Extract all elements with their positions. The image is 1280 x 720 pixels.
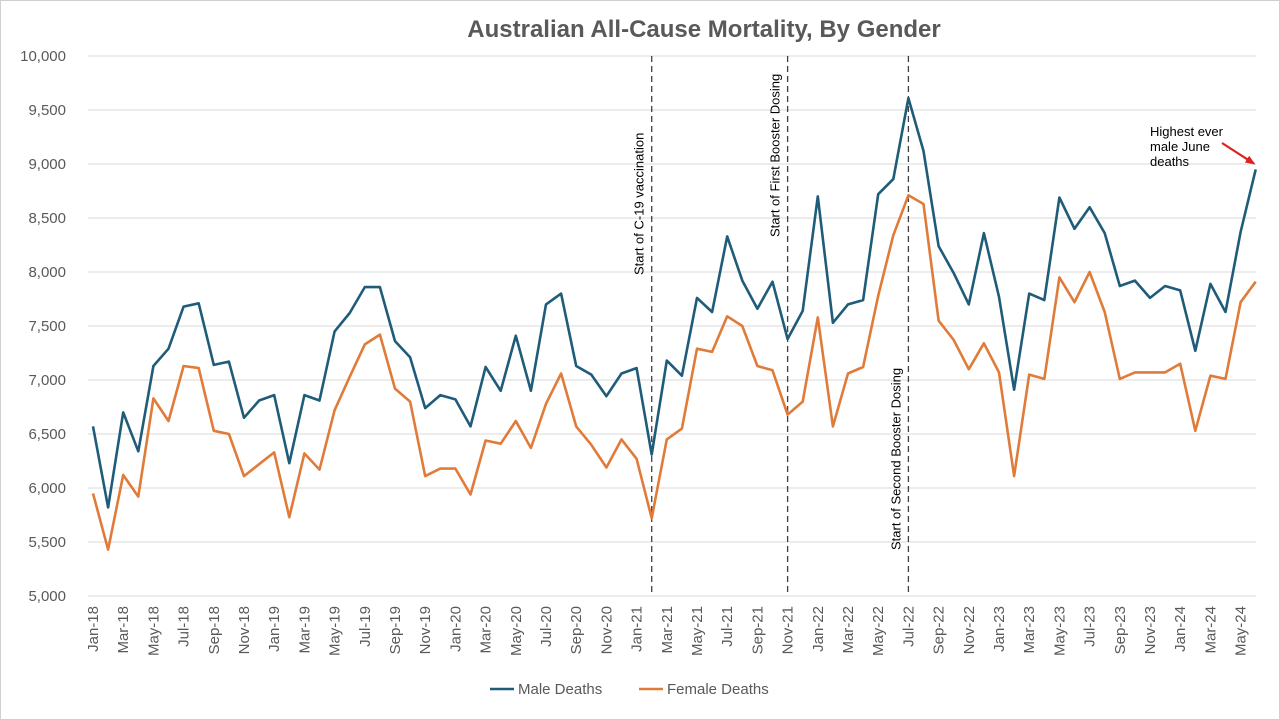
x-tick-label: Jan-23 xyxy=(991,606,1008,652)
x-tick-label: Jan-19 xyxy=(266,606,283,652)
x-tick-label: Jan-24 xyxy=(1172,606,1189,652)
y-tick-label: 9,000 xyxy=(28,156,66,173)
x-tick-label: Nov-18 xyxy=(236,606,253,654)
y-axis: 5,000 5,500 6,000 6,500 7,000 7,500 8,000 8,500… xyxy=(20,48,66,605)
chart-title: Australian All-Cause Mortality, By Gende… xyxy=(467,16,940,43)
x-tick-label: May-24 xyxy=(1233,606,1250,656)
legend-label: Female Deaths xyxy=(667,681,769,698)
x-tick-label: Jul-21 xyxy=(719,606,736,647)
x-tick-label: Jul-20 xyxy=(538,606,555,647)
x-tick-label: Mar-21 xyxy=(659,606,676,654)
callout-text: Highest ever xyxy=(1150,124,1224,139)
x-tick-label: Mar-20 xyxy=(478,606,495,654)
x-tick-label: May-20 xyxy=(508,606,525,656)
x-tick-label: Sep-23 xyxy=(1112,606,1129,654)
y-tick-label: 10,000 xyxy=(20,48,66,65)
x-tick-label: May-23 xyxy=(1051,606,1068,656)
x-tick-label: Jul-19 xyxy=(357,606,374,647)
x-tick-label: May-19 xyxy=(327,606,344,656)
legend: Male Deaths Female Deaths xyxy=(490,681,769,698)
gridlines xyxy=(88,55,1256,597)
x-tick-label: May-18 xyxy=(145,606,162,656)
x-tick-label: Mar-24 xyxy=(1202,606,1219,654)
y-tick-label: 9,500 xyxy=(28,102,66,119)
y-tick-label: 6,000 xyxy=(28,480,66,497)
x-tick-label: Nov-23 xyxy=(1142,606,1159,654)
x-tick-label: Sep-22 xyxy=(931,606,948,654)
x-tick-label: Sep-20 xyxy=(568,606,585,654)
x-tick-label: Sep-18 xyxy=(206,606,223,654)
x-tick-label: Nov-20 xyxy=(598,606,615,654)
x-tick-label: Jul-23 xyxy=(1082,606,1099,647)
y-tick-label: 5,500 xyxy=(28,534,66,551)
callout-text: deaths xyxy=(1150,154,1190,169)
series-line xyxy=(91,96,1257,509)
y-tick-label: 7,000 xyxy=(28,372,66,389)
y-tick-label: 8,500 xyxy=(28,210,66,227)
y-tick-label: 6,500 xyxy=(28,426,66,443)
x-tick-label: Nov-21 xyxy=(780,606,797,654)
event-lines: Start of C-19 vaccination Start of First … xyxy=(632,56,910,596)
callout-arrow xyxy=(1221,142,1256,165)
x-tick-label: Jan-20 xyxy=(447,606,464,652)
x-tick-label: Mar-18 xyxy=(115,606,132,654)
event-label: Start of C-19 vaccination xyxy=(632,133,647,275)
x-tick-label: Jul-18 xyxy=(176,606,193,647)
x-tick-label: May-22 xyxy=(870,606,887,656)
x-tick-label: Jul-22 xyxy=(900,606,917,647)
x-tick-label: Sep-19 xyxy=(387,606,404,654)
event-label: Start of Second Booster Dosing xyxy=(888,368,903,550)
y-tick-label: 7,500 xyxy=(28,318,66,335)
x-tick-label: Nov-22 xyxy=(961,606,978,654)
x-tick-label: Nov-19 xyxy=(417,606,434,654)
x-tick-label: Sep-21 xyxy=(749,606,766,654)
y-tick-label: 5,000 xyxy=(28,588,66,605)
x-tick-label: Mar-22 xyxy=(840,606,857,654)
series-line xyxy=(91,194,1257,551)
x-tick-label: Jan-22 xyxy=(810,606,827,652)
y-tick-label: 8,000 xyxy=(28,264,66,281)
legend-label: Male Deaths xyxy=(518,681,602,698)
event-label: Start of First Booster Dosing xyxy=(768,74,783,237)
x-axis: Jan-18 Mar-18 May-18 Jul-18 Sep-18 Nov-18 Jan-… xyxy=(85,606,1250,656)
x-tick-label: Jan-21 xyxy=(629,606,646,652)
x-tick-label: Mar-19 xyxy=(296,606,313,654)
series-lines xyxy=(91,96,1257,551)
x-tick-label: May-21 xyxy=(689,606,706,656)
callout-text: male June xyxy=(1150,139,1210,154)
x-tick-label: Mar-23 xyxy=(1021,606,1038,654)
x-tick-label: Jan-18 xyxy=(85,606,102,652)
